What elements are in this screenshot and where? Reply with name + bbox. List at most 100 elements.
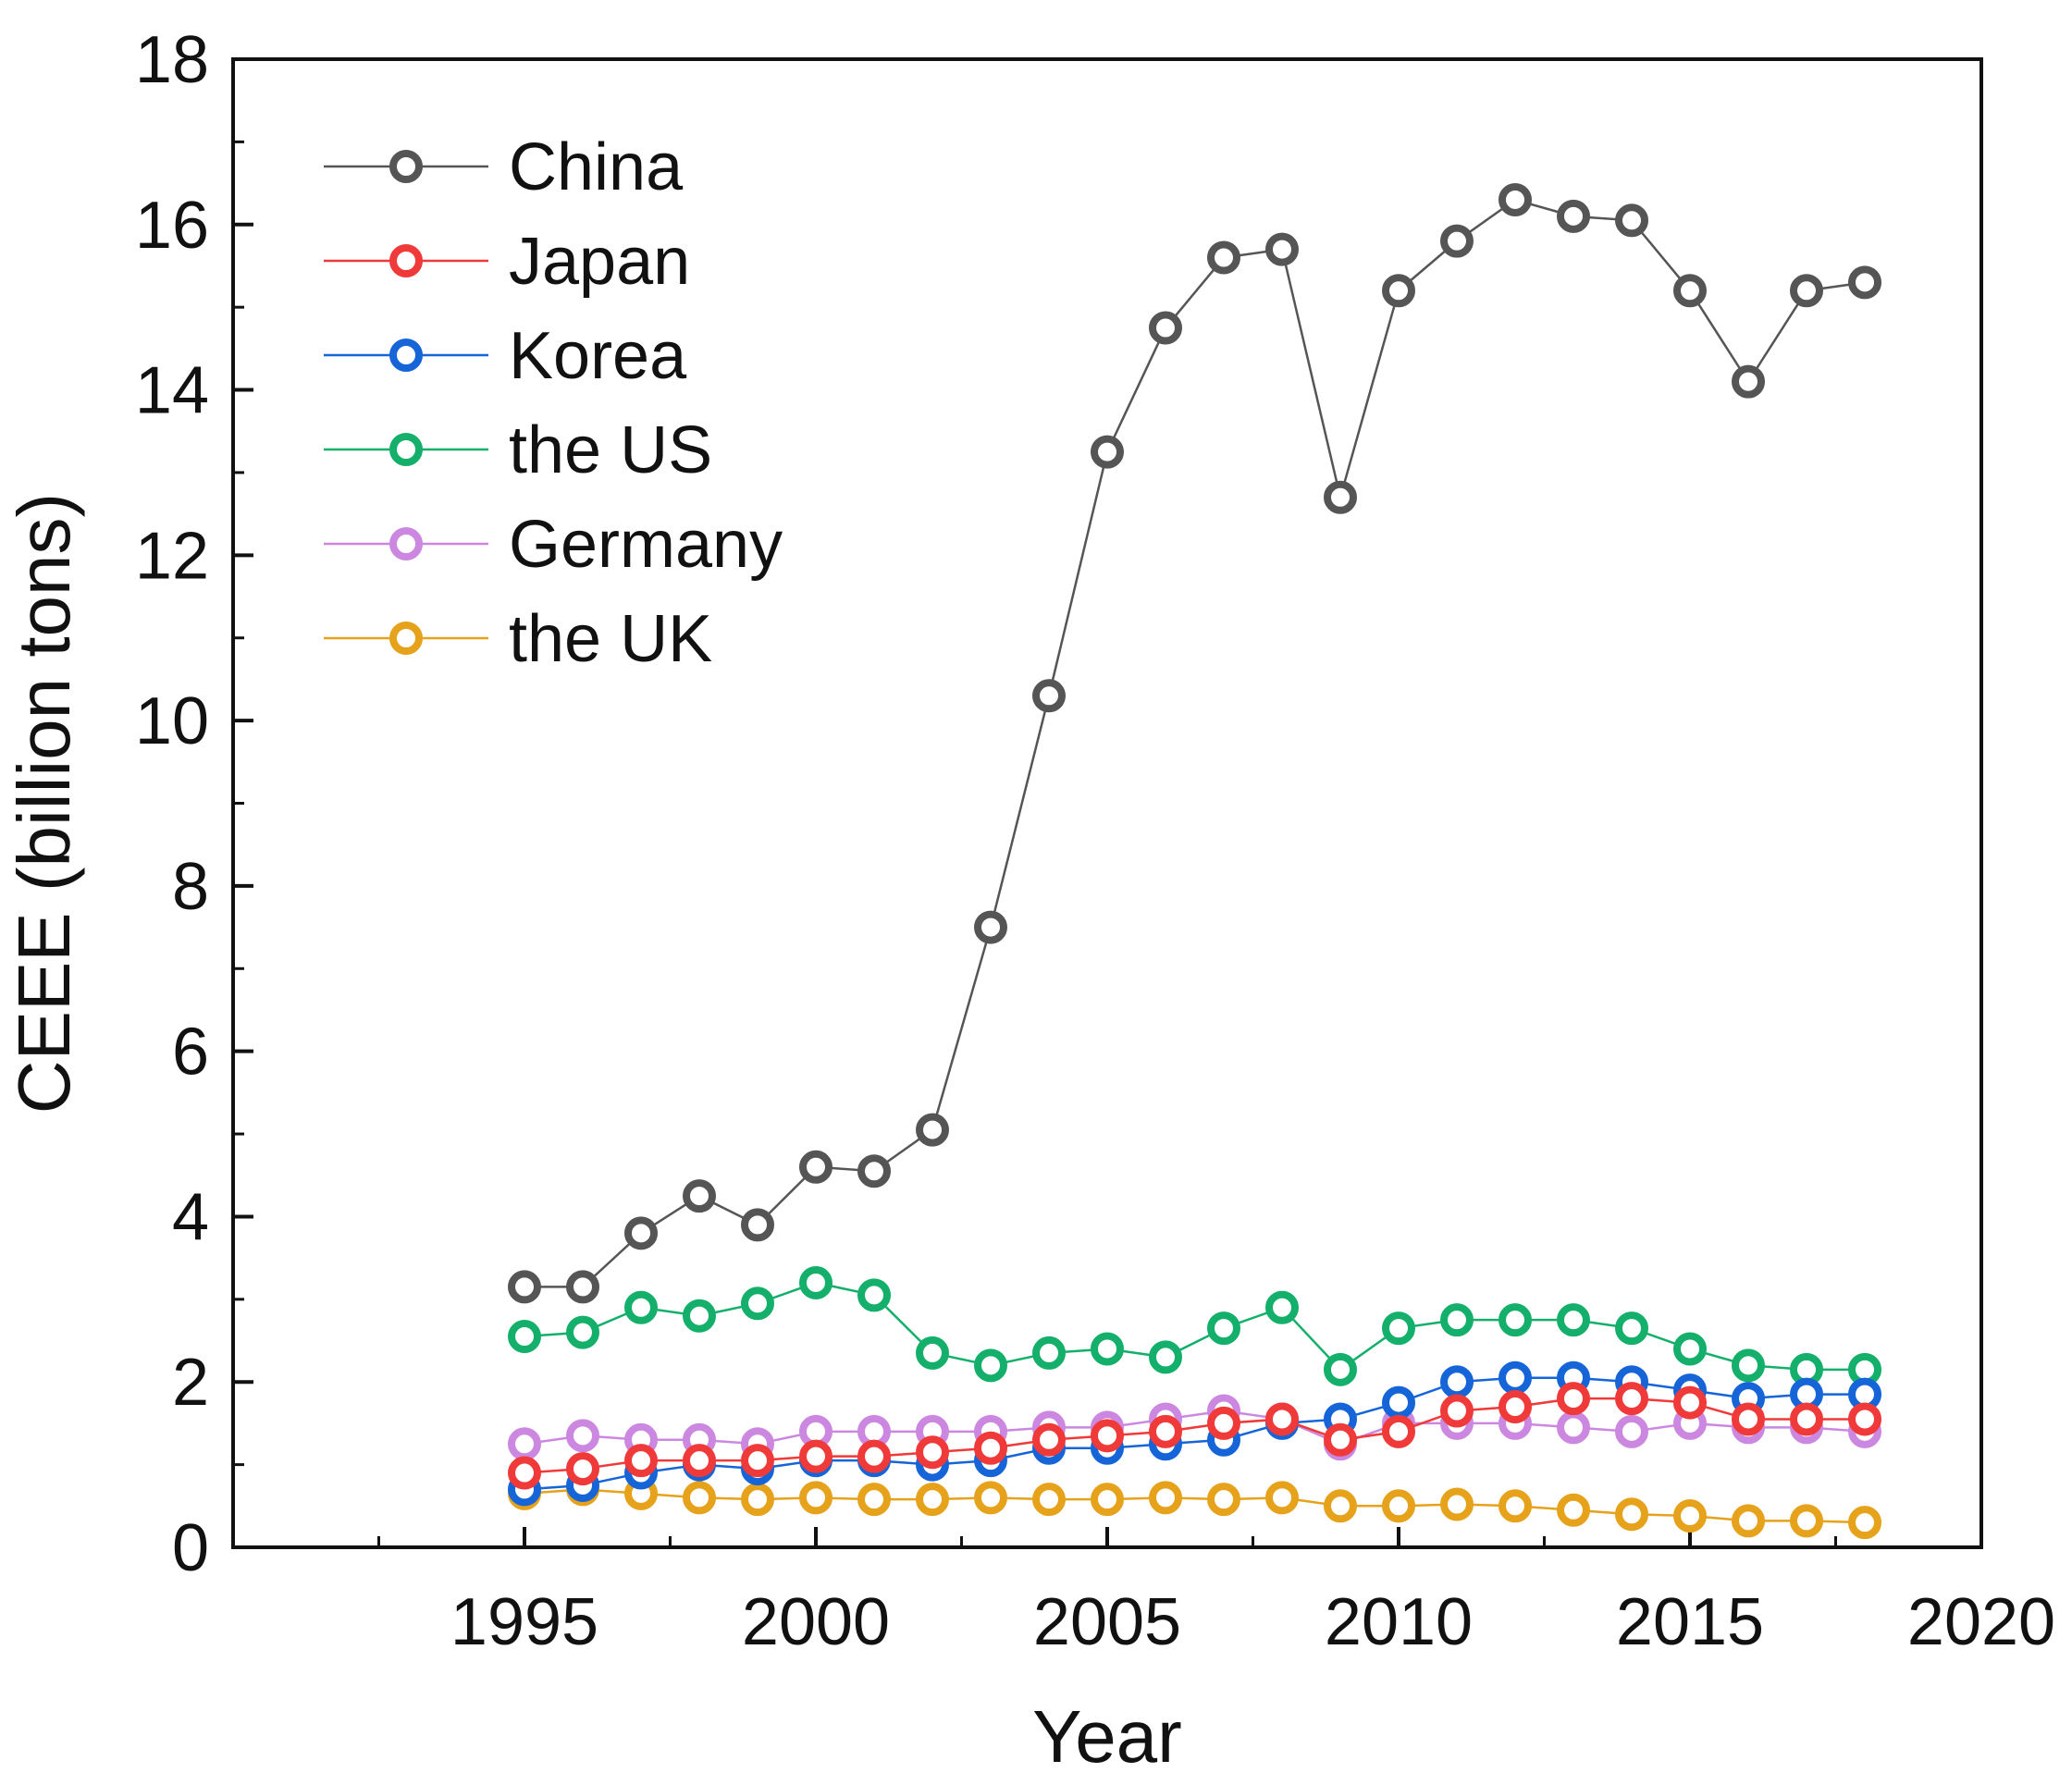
- legend-marker: [389, 339, 423, 372]
- legend-marker: [389, 527, 423, 560]
- data-point-japan: [624, 1444, 658, 1478]
- data-point-china: [741, 1208, 774, 1242]
- data-point-japan: [799, 1439, 832, 1473]
- data-point-the-us: [741, 1286, 774, 1321]
- legend-item-germany: Germany: [324, 508, 783, 582]
- data-point-the-us: [1440, 1303, 1474, 1337]
- x-axis-title: Year: [1032, 1695, 1182, 1778]
- data-point-germany: [1557, 1410, 1590, 1445]
- series-korea: [508, 1360, 1881, 1507]
- data-point-japan: [1440, 1394, 1474, 1428]
- data-point-the-uk: [1149, 1481, 1182, 1515]
- data-point-japan: [1207, 1406, 1240, 1440]
- series-line-korea: [524, 1376, 1865, 1491]
- data-point-china: [1440, 224, 1474, 258]
- data-point-china: [1265, 232, 1299, 266]
- series-line-the-us: [524, 1281, 1865, 1372]
- data-point-japan: [1557, 1382, 1590, 1416]
- data-point-the-us: [1615, 1311, 1648, 1346]
- y-axis-title: CEEE (billion tons): [3, 493, 85, 1114]
- data-point-the-us: [1557, 1303, 1590, 1337]
- data-point-the-us: [799, 1265, 832, 1299]
- data-point-china: [1032, 679, 1066, 713]
- data-point-the-uk: [1324, 1489, 1357, 1523]
- data-point-the-us: [683, 1299, 716, 1333]
- data-point-the-uk: [1848, 1506, 1881, 1540]
- data-point-japan: [508, 1456, 541, 1490]
- data-point-china: [624, 1216, 658, 1250]
- legend-marker: [389, 622, 423, 655]
- y-tick-label: 16: [135, 189, 209, 263]
- data-point-the-us: [1382, 1311, 1415, 1346]
- legend-item-the-uk: the UK: [324, 602, 712, 676]
- data-point-the-us: [1673, 1332, 1707, 1366]
- x-tick-label: 2015: [1616, 1585, 1764, 1659]
- y-tick-label: 2: [172, 1346, 209, 1420]
- data-point-japan: [857, 1439, 891, 1473]
- data-point-china: [916, 1113, 949, 1147]
- data-point-the-uk: [1382, 1489, 1415, 1523]
- y-tick-label: 14: [135, 354, 209, 428]
- data-point-the-uk: [916, 1483, 949, 1517]
- data-point-china: [1557, 199, 1590, 233]
- y-tick-label: 18: [135, 23, 209, 97]
- series-the-uk: [508, 1472, 1881, 1540]
- y-axis-ticks: 0 2 4 6 8 10 12 14 16 18: [135, 23, 253, 1585]
- data-point-japan: [683, 1444, 716, 1478]
- legend-item-china: China: [324, 130, 684, 204]
- legend-label: Japan: [509, 225, 690, 299]
- data-point-japan: [1498, 1390, 1532, 1424]
- data-point-the-uk: [1557, 1493, 1590, 1527]
- data-point-japan: [1032, 1422, 1066, 1457]
- data-point-the-uk: [857, 1483, 891, 1517]
- x-tick-label: 1995: [450, 1585, 598, 1659]
- legend-label: China: [509, 130, 684, 204]
- data-point-china: [1149, 311, 1182, 345]
- data-point-china: [566, 1270, 599, 1304]
- data-point-japan: [1324, 1422, 1357, 1457]
- data-point-the-uk: [1732, 1504, 1765, 1538]
- x-axis-ticks: 1995 2000 2005 2010 2015 2020: [377, 1527, 2055, 1659]
- data-point-japan: [1265, 1402, 1299, 1436]
- x-tick-label: 2010: [1325, 1585, 1473, 1659]
- data-point-the-us: [1032, 1336, 1066, 1370]
- data-point-japan: [566, 1452, 599, 1486]
- data-point-the-uk: [1790, 1504, 1823, 1538]
- data-point-germany: [566, 1419, 599, 1453]
- data-point-china: [1615, 203, 1648, 238]
- y-tick-label: 12: [135, 519, 209, 593]
- data-point-japan: [1149, 1414, 1182, 1448]
- y-tick-label: 10: [135, 684, 209, 758]
- legend-label: Germany: [509, 508, 783, 582]
- data-point-korea: [1498, 1360, 1532, 1395]
- data-point-japan: [1091, 1419, 1124, 1453]
- data-point-china: [799, 1150, 832, 1184]
- data-point-china: [1324, 480, 1357, 514]
- data-point-china: [1790, 274, 1823, 308]
- plot-area-frame: [231, 57, 1983, 1549]
- legend-marker: [389, 244, 423, 277]
- series-line-the-uk: [524, 1488, 1866, 1524]
- data-point-the-us: [1265, 1290, 1299, 1324]
- data-point-the-us: [916, 1336, 949, 1370]
- legend-item-the-us: the US: [324, 413, 712, 487]
- data-point-korea: [1440, 1365, 1474, 1399]
- data-point-japan: [974, 1431, 1007, 1465]
- data-point-the-uk: [1673, 1499, 1707, 1533]
- y-tick-label: 0: [172, 1511, 209, 1585]
- data-point-china: [683, 1179, 716, 1213]
- data-point-the-us: [974, 1348, 1007, 1383]
- data-point-japan: [741, 1444, 774, 1478]
- data-point-china: [857, 1154, 891, 1188]
- y-tick-label: 4: [172, 1180, 209, 1254]
- data-point-japan: [916, 1435, 949, 1470]
- data-point-the-us: [566, 1315, 599, 1349]
- x-tick-label: 2020: [1907, 1585, 2055, 1659]
- data-point-korea: [1382, 1385, 1415, 1420]
- data-point-the-us: [624, 1290, 658, 1324]
- data-point-japan: [1382, 1414, 1415, 1448]
- data-point-the-uk: [974, 1481, 1007, 1515]
- data-point-china: [1091, 435, 1124, 469]
- data-point-japan: [1615, 1382, 1648, 1416]
- data-point-china: [1673, 274, 1707, 308]
